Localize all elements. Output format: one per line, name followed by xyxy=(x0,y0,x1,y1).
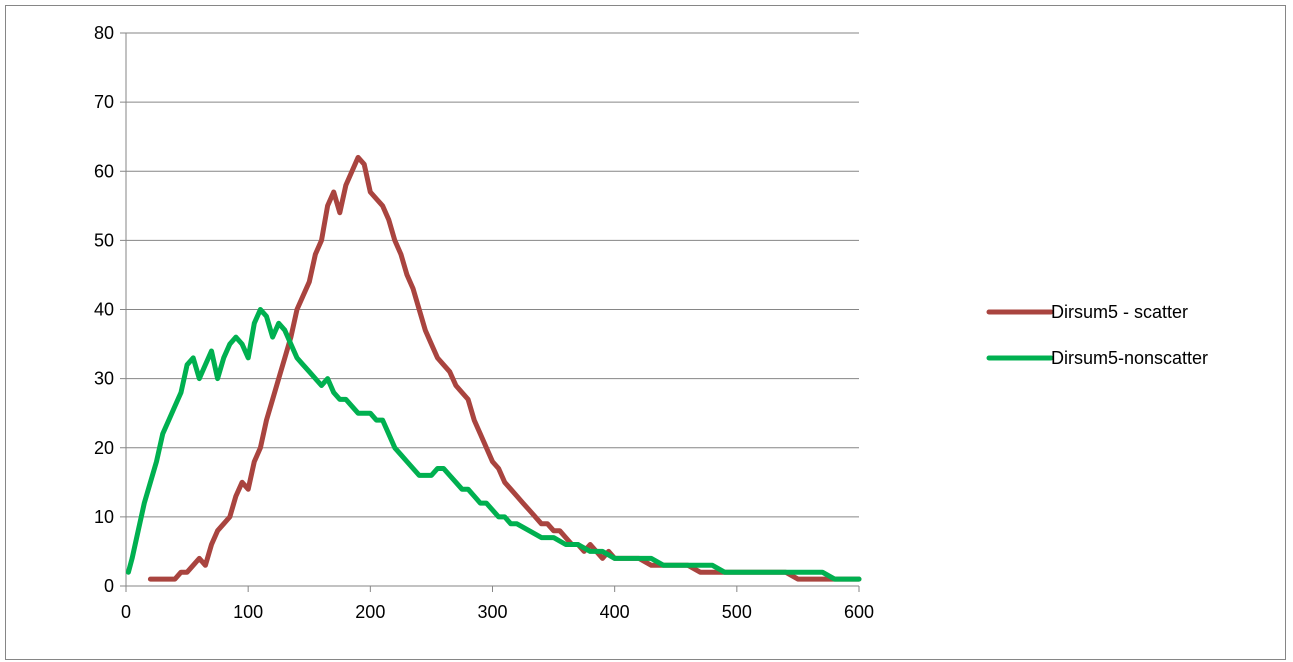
y-tick-label: 80 xyxy=(94,23,114,43)
x-tick-label: 600 xyxy=(844,602,874,622)
chart-area: 0 10 20 30 40 50 60 70 80 0 100 200 300 400 500 600 Dir… xyxy=(5,5,1286,660)
legend-label-0: Dirsum5 - scatter xyxy=(1051,302,1188,322)
y-tick-label: 30 xyxy=(94,369,114,389)
x-tick-label: 300 xyxy=(477,602,507,622)
x-tick-label: 400 xyxy=(600,602,630,622)
y-tick-label: 40 xyxy=(94,300,114,320)
tick-labels: 0 10 20 30 40 50 60 70 80 0 100 200 300 400 500 600 xyxy=(94,23,874,622)
series-lines xyxy=(125,154,862,582)
axes xyxy=(120,32,860,592)
x-tick-label: 500 xyxy=(722,602,752,622)
line-chart: 0 10 20 30 40 50 60 70 80 0 100 200 300 400 500 600 Dir… xyxy=(94,23,1208,622)
y-tick-label: 70 xyxy=(94,92,114,112)
legend: Dirsum5 - scatter Dirsum5-nonscatter xyxy=(986,302,1208,368)
y-tick-label: 50 xyxy=(94,230,114,250)
series-line-nonscatter xyxy=(125,307,862,582)
y-tick-label: 60 xyxy=(94,161,114,181)
x-tick-label: 200 xyxy=(355,602,385,622)
legend-label-1: Dirsum5-nonscatter xyxy=(1051,348,1208,368)
y-tick-label: 20 xyxy=(94,438,114,458)
y-tick-label: 10 xyxy=(94,507,114,527)
x-tick-label: 0 xyxy=(121,602,131,622)
y-tick-label: 0 xyxy=(104,576,114,596)
gridlines xyxy=(126,32,859,518)
x-tick-label: 100 xyxy=(233,602,263,622)
